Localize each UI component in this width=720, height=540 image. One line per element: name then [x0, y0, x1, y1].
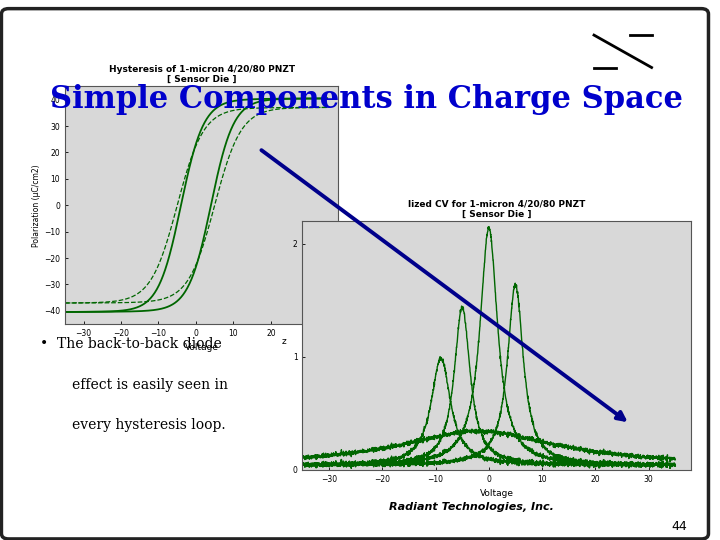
Text: every hysteresis loop.: every hysteresis loop.: [72, 418, 225, 433]
X-axis label: Voltage: Voltage: [480, 489, 514, 498]
Y-axis label: Polarization (μC/cm2): Polarization (μC/cm2): [32, 164, 41, 247]
Y-axis label: z: z: [282, 336, 287, 346]
Text: •  The back-to-back diode: • The back-to-back diode: [40, 338, 221, 352]
FancyArrowPatch shape: [261, 150, 624, 420]
Text: 44: 44: [672, 520, 688, 534]
Text: effect is easily seen in: effect is easily seen in: [72, 378, 228, 392]
X-axis label: Voltage: Voltage: [184, 343, 219, 353]
Text: Radiant Technologies, Inc.: Radiant Technologies, Inc.: [389, 502, 554, 512]
Title: lized CV for 1-micron 4/20/80 PNZT
[ Sensor Die ]: lized CV for 1-micron 4/20/80 PNZT [ Sen…: [408, 200, 585, 219]
Title: Hysteresis of 1-micron 4/20/80 PNZT
[ Sensor Die ]: Hysteresis of 1-micron 4/20/80 PNZT [ Se…: [109, 65, 294, 84]
Text: Simple Components in Charge Space: Simple Components in Charge Space: [50, 84, 683, 114]
